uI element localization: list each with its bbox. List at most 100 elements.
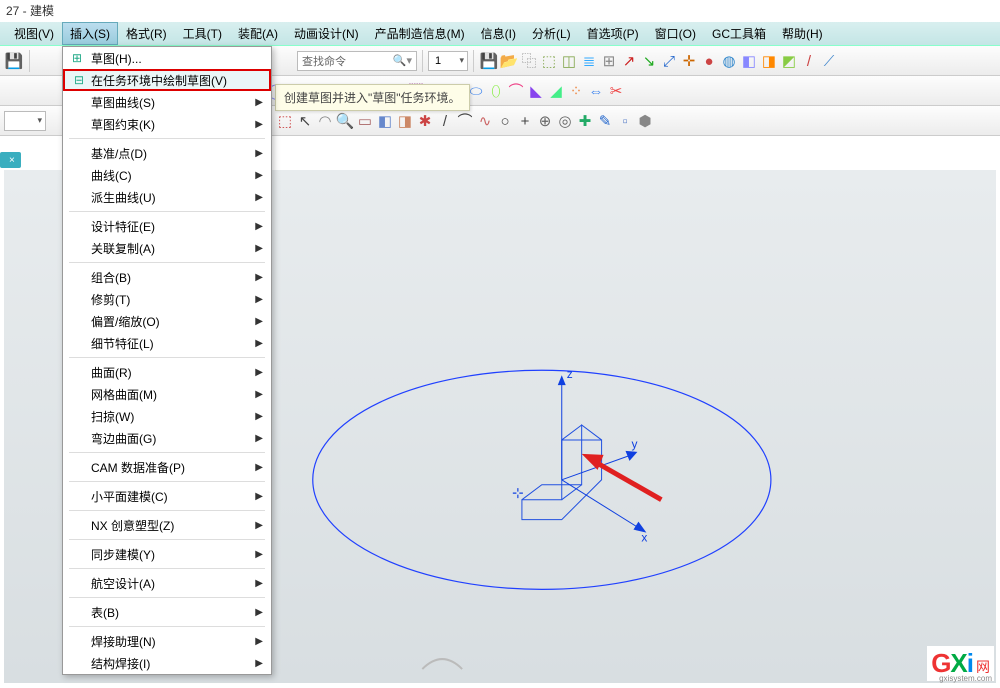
- draft-icon[interactable]: ◢: [546, 81, 566, 101]
- spline-icon[interactable]: ∿: [475, 111, 495, 131]
- menu-item[interactable]: 扫掠(W)▶: [63, 405, 271, 427]
- menu-帮助H[interactable]: 帮助(H): [774, 22, 831, 45]
- insert-menu-dropdown: ⊞草图(H)...⊟在任务环境中绘制草图(V)草图曲线(S)▶草图约束(K)▶基…: [62, 46, 272, 675]
- menu-item[interactable]: 草图曲线(S)▶: [63, 91, 271, 113]
- menu-窗口O[interactable]: 窗口(O): [647, 22, 704, 45]
- scale-combo[interactable]: 1: [428, 51, 468, 71]
- menu-item[interactable]: 结构焊接(I)▶: [63, 652, 271, 674]
- axis3-icon[interactable]: ⤢: [659, 51, 679, 71]
- menu-item[interactable]: 同步建模(Y)▶: [63, 543, 271, 565]
- render1-icon[interactable]: ◧: [375, 111, 395, 131]
- menu-item[interactable]: 小平面建模(C)▶: [63, 485, 271, 507]
- layers-icon[interactable]: ≣: [579, 51, 599, 71]
- menu-GC工具箱[interactable]: GC工具箱: [704, 22, 774, 45]
- menu-item[interactable]: 草图约束(K)▶: [63, 113, 271, 135]
- line2-icon[interactable]: ⟋: [819, 51, 839, 71]
- menu-item[interactable]: 表(B)▶: [63, 601, 271, 623]
- filter-combo[interactable]: [4, 111, 46, 131]
- coord-icon[interactable]: ✛: [679, 51, 699, 71]
- cube2-icon[interactable]: ◨: [759, 51, 779, 71]
- cube3-icon[interactable]: ◩: [779, 51, 799, 71]
- axis2-icon[interactable]: ↘: [639, 51, 659, 71]
- zoom-icon[interactable]: 🔍: [335, 111, 355, 131]
- menu-item[interactable]: 焊接助理(N)▶: [63, 630, 271, 652]
- cube1-icon[interactable]: ◧: [739, 51, 759, 71]
- menu-动画设计N[interactable]: 动画设计(N): [286, 22, 367, 45]
- tgt-icon[interactable]: ◎: [555, 111, 575, 131]
- menu-item[interactable]: NX 创意塑型(Z)▶: [63, 514, 271, 536]
- menu-信息I[interactable]: 信息(I): [473, 22, 524, 45]
- menu-item[interactable]: 网格曲面(M)▶: [63, 383, 271, 405]
- render2-icon[interactable]: ◨: [395, 111, 415, 131]
- menu-item[interactable]: ⊟在任务环境中绘制草图(V): [63, 69, 271, 91]
- menu-item[interactable]: 弯边曲面(G)▶: [63, 427, 271, 449]
- sel-lasso-icon[interactable]: ◠: [315, 111, 335, 131]
- shell-icon[interactable]: ⬯: [486, 81, 506, 101]
- open-icon[interactable]: 📂: [499, 51, 519, 71]
- sel-rect-icon[interactable]: ⬚: [275, 111, 295, 131]
- menu-插入S[interactable]: 插入(S): [62, 22, 118, 45]
- menu-item-label: 草图(H)...: [91, 50, 142, 67]
- menu-item[interactable]: 组合(B)▶: [63, 266, 271, 288]
- menu-item[interactable]: 设计特征(E)▶: [63, 215, 271, 237]
- globe-icon[interactable]: ◍: [719, 51, 739, 71]
- submenu-arrow-icon: ▶: [255, 411, 263, 422]
- save-icon[interactable]: 💾: [4, 51, 24, 71]
- axis1-icon[interactable]: ↗: [619, 51, 639, 71]
- menu-item[interactable]: 修剪(T)▶: [63, 288, 271, 310]
- box1-icon[interactable]: ⬚: [539, 51, 559, 71]
- sq-icon[interactable]: ▫: [615, 111, 635, 131]
- circle-icon[interactable]: ○: [495, 111, 515, 131]
- sel-arrow-icon[interactable]: ↖: [295, 111, 315, 131]
- trim-icon[interactable]: ✂: [606, 81, 626, 101]
- close-tab-icon[interactable]: ×: [9, 155, 15, 166]
- line1-icon[interactable]: /: [799, 51, 819, 71]
- sphere-icon[interactable]: ●: [699, 51, 719, 71]
- command-search[interactable]: 查找命令 🔍▾: [297, 51, 417, 71]
- chamfer-icon[interactable]: ◣: [526, 81, 546, 101]
- menu-item[interactable]: 曲线(C)▶: [63, 164, 271, 186]
- menu-item-label: 在任务环境中绘制草图(V): [91, 72, 227, 89]
- box2-icon[interactable]: ◫: [559, 51, 579, 71]
- menu-item-label: 草图约束(K): [91, 116, 155, 133]
- arc-icon[interactable]: ⌒: [455, 110, 475, 130]
- nav-handle[interactable]: [422, 659, 462, 669]
- menu-item-label: 表(B): [91, 604, 119, 621]
- pattern-icon[interactable]: ⁘: [566, 81, 586, 101]
- copy-icon[interactable]: ⿻: [519, 50, 539, 70]
- axis-z-label: z: [567, 367, 573, 381]
- mirror-icon[interactable]: ⇔: [586, 81, 606, 101]
- side-tab[interactable]: ×: [0, 152, 21, 168]
- menu-item[interactable]: 关联复制(A)▶: [63, 237, 271, 259]
- save-icon[interactable]: 💾: [479, 51, 499, 71]
- menu-item[interactable]: 偏置/缩放(O)▶: [63, 310, 271, 332]
- menu-产品制造信息M[interactable]: 产品制造信息(M): [367, 22, 473, 45]
- nav-icon[interactable]: ⊕: [535, 111, 555, 131]
- add-icon[interactable]: ✚: [575, 111, 595, 131]
- menu-item[interactable]: ⊞草图(H)...: [63, 47, 271, 69]
- menu-item[interactable]: CAM 数据准备(P)▶: [63, 456, 271, 478]
- menu-工具T[interactable]: 工具(T): [175, 22, 230, 45]
- line-draw-icon[interactable]: /: [435, 111, 455, 131]
- menu-item[interactable]: 基准/点(D)▶: [63, 142, 271, 164]
- wire-icon[interactable]: ✱: [415, 111, 435, 131]
- plus-icon[interactable]: +: [515, 111, 535, 131]
- menu-item-label: 曲线(C): [91, 167, 132, 184]
- menu-首选项P[interactable]: 首选项(P): [579, 22, 647, 45]
- menu-格式R[interactable]: 格式(R): [118, 22, 175, 45]
- edit-icon[interactable]: ✎: [595, 111, 615, 131]
- annotation-arrow: [582, 454, 662, 500]
- menu-视图V[interactable]: 视图(V): [6, 22, 62, 45]
- submenu-arrow-icon: ▶: [255, 636, 263, 647]
- menu-分析L[interactable]: 分析(L): [524, 22, 579, 45]
- menu-item[interactable]: 细节特征(L)▶: [63, 332, 271, 354]
- cube-icon[interactable]: ⬢: [635, 111, 655, 131]
- grid-icon[interactable]: ⊞: [599, 51, 619, 71]
- menu-item[interactable]: 派生曲线(U)▶: [63, 186, 271, 208]
- menu-item[interactable]: 航空设计(A)▶: [63, 572, 271, 594]
- sel-box-icon[interactable]: ▭: [355, 111, 375, 131]
- sketch-ellipse[interactable]: [313, 370, 771, 589]
- fillet-icon[interactable]: ⌒: [506, 80, 526, 100]
- menu-装配A[interactable]: 装配(A): [230, 22, 286, 45]
- menu-item[interactable]: 曲面(R)▶: [63, 361, 271, 383]
